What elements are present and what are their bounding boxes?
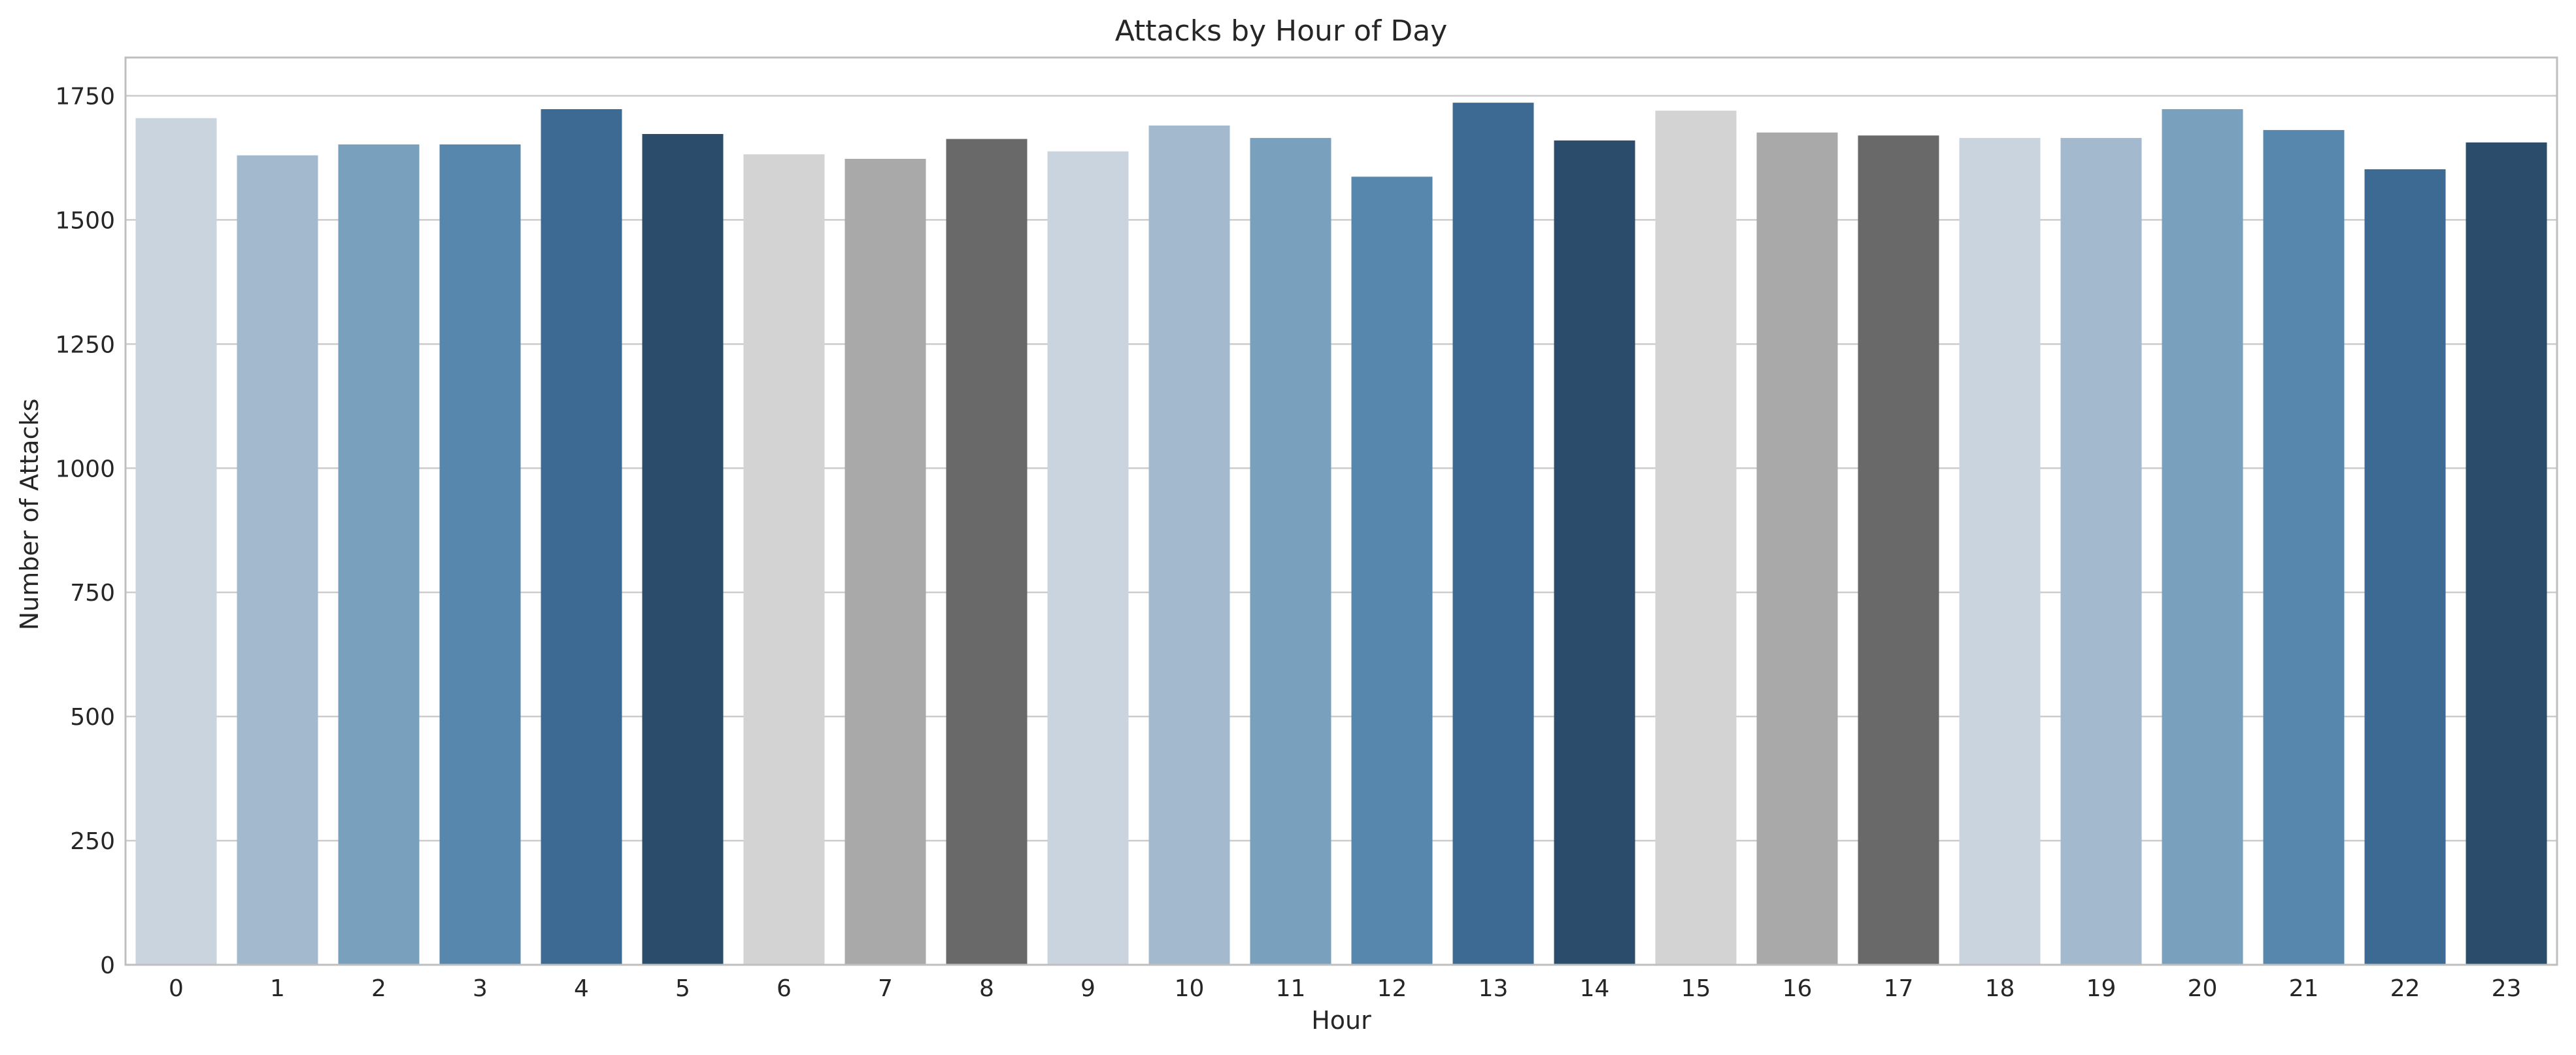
bar-hour-4 — [541, 109, 622, 965]
x-tick-label: 1 — [270, 975, 285, 1002]
x-tick-label: 11 — [1276, 975, 1306, 1002]
bar-hour-20 — [2162, 109, 2243, 965]
bar-hour-16 — [1756, 132, 1838, 965]
bar-hour-6 — [743, 154, 825, 965]
bar-hour-11 — [1250, 138, 1331, 965]
bar-hour-22 — [2364, 169, 2446, 965]
x-axis-label: Hour — [1311, 1006, 1371, 1035]
x-tick-label: 19 — [2086, 975, 2116, 1002]
x-tick-label: 20 — [2188, 975, 2218, 1002]
x-tick-label: 12 — [1377, 975, 1407, 1002]
bar-hour-9 — [1047, 151, 1129, 965]
bar-hour-23 — [2466, 142, 2547, 965]
bar-hour-12 — [1351, 176, 1433, 965]
bars — [135, 103, 2547, 965]
x-tick-label: 22 — [2390, 975, 2420, 1002]
y-tick-label: 1500 — [55, 207, 115, 234]
y-tick-label: 1750 — [55, 83, 115, 110]
y-tick-labels: 0 250 500 750 1000 1250 1500 1750 — [55, 83, 115, 979]
x-tick-label: 21 — [2289, 975, 2319, 1002]
bar-hour-0 — [135, 118, 217, 965]
bar-hour-18 — [1959, 138, 2041, 965]
x-tick-label: 23 — [2492, 975, 2522, 1002]
bar-hour-19 — [2060, 138, 2142, 965]
x-tick-label: 9 — [1080, 975, 1096, 1002]
bar-hour-14 — [1554, 140, 1635, 965]
x-tick-label: 15 — [1681, 975, 1711, 1002]
y-tick-label: 250 — [70, 828, 115, 855]
bar-hour-3 — [439, 144, 521, 965]
bar-hour-8 — [946, 139, 1028, 965]
x-tick-label: 7 — [878, 975, 893, 1002]
y-axis-label: Number of Attacks — [15, 399, 44, 631]
x-tick-label: 4 — [574, 975, 589, 1002]
x-tick-label: 10 — [1175, 975, 1205, 1002]
bar-hour-7 — [845, 158, 926, 965]
y-tick-label: 1000 — [55, 456, 115, 482]
x-tick-label: 8 — [979, 975, 994, 1002]
y-tick-label: 0 — [100, 952, 115, 979]
bar-hour-5 — [642, 133, 724, 965]
x-tick-label: 14 — [1580, 975, 1610, 1002]
bar-hour-21 — [2263, 129, 2345, 965]
x-tick-label: 16 — [1782, 975, 1813, 1002]
bar-hour-10 — [1148, 126, 1230, 965]
chart-title: Attacks by Hour of Day — [1115, 14, 1448, 48]
x-tick-label: 18 — [1985, 975, 2015, 1002]
x-tick-label: 17 — [1884, 975, 1914, 1002]
x-tick-label: 2 — [371, 975, 386, 1002]
x-tick-label: 13 — [1479, 975, 1509, 1002]
x-tick-label: 0 — [169, 975, 184, 1002]
y-tick-label: 750 — [70, 580, 115, 607]
x-tick-label: 5 — [675, 975, 690, 1002]
bar-hour-15 — [1655, 110, 1737, 965]
plot-frame — [124, 56, 2558, 966]
x-tick-label: 3 — [473, 975, 488, 1002]
bar-hour-13 — [1452, 103, 1534, 965]
y-tick-label: 1250 — [55, 331, 115, 358]
bar-hour-1 — [237, 155, 318, 965]
x-tick-labels: 0 1 2 3 4 5 6 7 8 9 10 11 12 13 14 15 16 17 18 19 20 21 22 23 — [169, 975, 2521, 1002]
bar-hour-17 — [1858, 135, 1939, 965]
bar-hour-2 — [338, 144, 420, 965]
x-tick-label: 6 — [777, 975, 792, 1002]
y-tick-label: 500 — [70, 704, 115, 731]
